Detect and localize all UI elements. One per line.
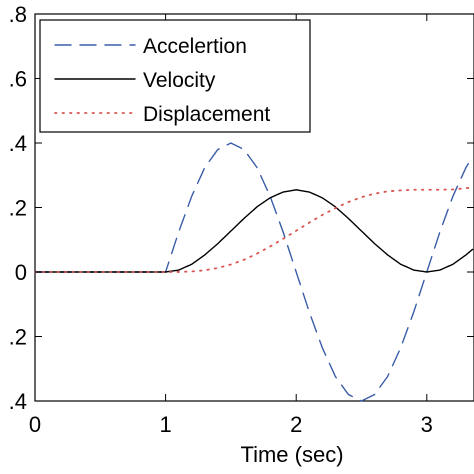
- x-tick-label: 0: [29, 412, 41, 437]
- legend-label-velocity: Velocity: [143, 69, 216, 92]
- legend-label-displacement: Displacement: [143, 103, 270, 126]
- legend-box: [39, 19, 311, 133]
- y-tick-label: .8: [9, 2, 27, 27]
- ticks-layer: 0 1 2 3 .8 .6 .4 .2 0 .2 .4: [9, 2, 474, 437]
- x-tick-label: 1: [159, 412, 171, 437]
- legend-label-accelertion: Accelertion: [143, 35, 247, 58]
- x-axis-label: Time (sec): [240, 442, 343, 467]
- y-tick-label: .4: [9, 389, 27, 414]
- series-line-velocity: [34, 189, 474, 273]
- series-line-accelertion: [34, 142, 474, 402]
- y-tick-label: 0: [15, 260, 27, 285]
- y-tick-label: .2: [9, 325, 27, 350]
- y-tick-label: .6: [9, 67, 27, 92]
- y-tick-label: .4: [9, 131, 27, 156]
- legend: Accelertion Velocity Displacement: [39, 19, 311, 133]
- y-tick-label: .2: [9, 196, 27, 221]
- x-tick-label: 2: [290, 412, 302, 437]
- series-layer: [34, 142, 474, 402]
- x-tick-label: 3: [421, 412, 433, 437]
- series-line-displacement: [34, 186, 474, 273]
